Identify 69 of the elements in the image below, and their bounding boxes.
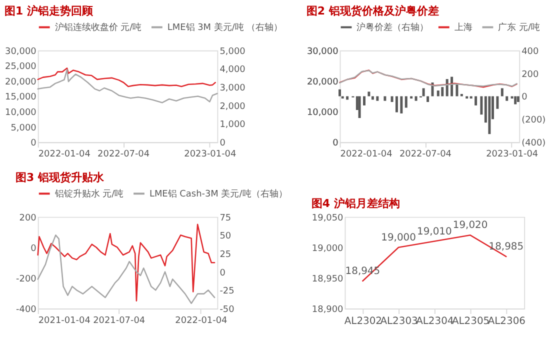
y-tick-label: 30,000	[306, 46, 339, 57]
y-tick-label: 19,000	[312, 244, 344, 254]
x-tick-label: 2022-01-04	[340, 150, 393, 160]
y-tick-label: 19,050	[312, 213, 344, 224]
legend-label: LME铝 Cash-3M 美元/吨（右轴）	[149, 188, 288, 200]
y-tick-label: 0	[30, 244, 37, 254]
y2-tick-label: (200)	[522, 116, 546, 126]
chart-title: 图1 沪铝走势回顾	[4, 4, 94, 18]
y2-tick-label: 2,000	[220, 102, 246, 112]
x-tick-label: AL2306	[488, 316, 526, 327]
data-label: 19,000	[381, 232, 416, 244]
y2-tick-label: 25	[220, 250, 232, 260]
y-tick-label: 20,000	[306, 77, 339, 88]
x-tick-label: AL2302	[344, 316, 382, 327]
y-tick-label: 20,000	[5, 77, 37, 88]
chart-title: 图3 铝现货升贴水	[16, 170, 105, 184]
y-tick-label: 15,000	[5, 92, 37, 103]
x-tick-label: 2022-01-04	[38, 150, 91, 160]
y2-tick-label: 0	[522, 92, 528, 103]
x-tick-label: 2021-01-04	[38, 316, 91, 326]
data-label: 19,020	[452, 220, 488, 232]
y-tick-label: 18,900	[312, 304, 344, 315]
y2-tick-label: -25	[220, 286, 234, 297]
y2-tick-label: 4,000	[220, 65, 246, 76]
line-series	[37, 234, 216, 304]
y-tick-label: 10,000	[5, 108, 37, 118]
y2-tick-label: 75	[220, 213, 232, 224]
y2-tick-label: (400)	[522, 138, 546, 149]
x-tick-label: 2022-07-04	[98, 150, 150, 160]
data-label: 18,985	[488, 242, 524, 253]
legend-label: 沪铝连续收盘价 元/吨	[54, 22, 142, 34]
y2-tick-label: 5,000	[220, 46, 246, 57]
y2-tick-label: 400	[522, 46, 539, 57]
y2-tick-label: 0	[220, 268, 226, 278]
x-tick-label: AL2304	[416, 316, 454, 327]
y2-tick-label: 3,000	[220, 84, 246, 94]
y2-tick-label: 200	[522, 70, 539, 80]
line-series	[37, 224, 216, 302]
x-tick-label: 2023-01-04	[486, 150, 538, 160]
chart-title: 图4 沪铝月差结构	[311, 196, 400, 210]
y-tick-label: 5,000	[10, 123, 37, 134]
legend-label: 上海	[454, 22, 472, 34]
chart-title: 图2 铝现货价格及沪粤价差	[306, 4, 439, 18]
y2-tick-label: -50	[220, 304, 235, 315]
y2-tick-label: 50	[220, 232, 232, 242]
y-tick-label: 0	[332, 138, 339, 149]
y-tick-label: 30,000	[5, 46, 37, 57]
y-tick-label: 25,000	[5, 62, 37, 72]
y2-tick-label: 1,000	[220, 120, 246, 130]
x-tick-label: AL2305	[452, 316, 490, 327]
line-series	[37, 69, 218, 104]
legend-label: 广东 元/吨	[498, 22, 540, 34]
data-label: 19,010	[417, 226, 452, 238]
line-series	[37, 67, 216, 88]
y-tick-label: 10,000	[306, 108, 339, 118]
y-tick-label: -200	[16, 274, 37, 284]
y2-tick-label: 0	[220, 138, 226, 149]
legend-label: 沪粤价差（右轴）	[356, 22, 429, 34]
x-tick-label: 2023-01-04	[184, 150, 236, 160]
x-tick-label: AL2303	[380, 316, 418, 327]
y-tick-label: 200	[19, 213, 37, 224]
legend-label: LME铝 3M 美元/吨 （右轴）	[167, 22, 283, 34]
x-tick-label: 2021-07-04	[93, 316, 146, 326]
y-tick-label: 0	[30, 138, 37, 149]
y-tick-label: 18,950	[312, 274, 344, 284]
legend-label: 铝锭升贴水 元/吨	[54, 188, 124, 200]
x-tick-label: 2022-01-04	[175, 316, 228, 326]
y-tick-label: -400	[16, 304, 37, 315]
x-tick-label: 2022-07-04	[399, 150, 452, 160]
